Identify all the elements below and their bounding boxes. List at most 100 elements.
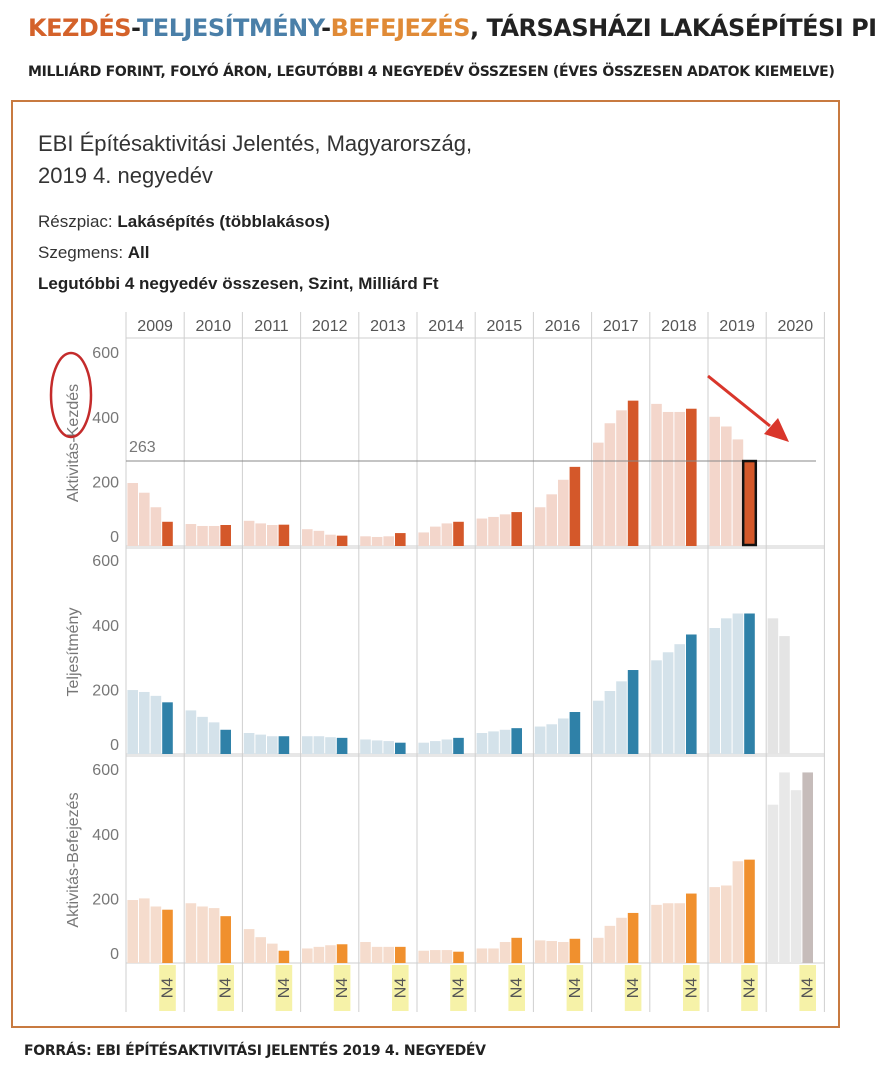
bar-Aktivitás-Befejezés-2015-q1 [476, 948, 488, 963]
y-tick-label: 0 [110, 529, 119, 546]
chart-title-line2: 2019 4. negyedév [38, 163, 213, 188]
bar-Aktivitás-Kezdés-2011-q1 [243, 520, 255, 546]
bar-Teljesítmény-2014-q3 [441, 739, 453, 754]
bar-Aktivitás-Kezdés-2013-q2 [371, 536, 383, 546]
chart-title-line1: EBI Építésaktivitási Jelentés, Magyarors… [38, 131, 473, 156]
year-label-2012: 2012 [312, 318, 348, 335]
highlight-box [741, 459, 758, 547]
quarter-highlight [159, 965, 176, 1011]
bar-Aktivitás-Befejezés-2014-q3 [441, 950, 453, 963]
year-label-2014: 2014 [428, 318, 464, 335]
bar-Aktivitás-Kezdés-2011-q2 [255, 523, 266, 546]
quarter-highlight [624, 965, 642, 1011]
bar-Teljesítmény-2013-q2 [371, 740, 383, 754]
bar-Teljesítmény-2015-q2 [488, 731, 499, 754]
y-axis-title: Teljesítmény [65, 608, 82, 697]
y-tick-label: 200 [92, 891, 119, 908]
quarter-highlight [450, 965, 467, 1011]
bar-Teljesítmény-2009-q1 [127, 690, 138, 754]
bar-Teljesítmény-2010-q2 [197, 716, 208, 754]
bar-Teljesítmény-2019-q3 [732, 613, 744, 754]
annotation-arrow [707, 374, 771, 428]
year-label-2009: 2009 [137, 318, 173, 335]
reszpiac-row: Részpiac: Lakásépítés (többlakásos) [38, 212, 330, 232]
bar-Aktivitás-Kezdés-2019-q2 [721, 426, 732, 546]
bar-Aktivitás-Befejezés-2014-q2 [430, 950, 441, 963]
bar-Aktivitás-Befejezés-2009-q2 [139, 898, 150, 963]
bar-Teljesítmény-2015-q3 [499, 729, 511, 754]
bar-Aktivitás-Kezdés-2016-q3 [558, 479, 569, 546]
bar-Teljesítmény-2010-q3 [208, 722, 220, 754]
bar-Aktivitás-Befejezés-2019-q3 [732, 861, 744, 963]
bar-Aktivitás-Kezdés-2010-q4 [220, 525, 231, 546]
bar-Aktivitás-Befejezés-2020-q4 [802, 772, 813, 963]
quarter-label: N4 [334, 978, 351, 999]
bar-Aktivitás-Befejezés-2014-q1 [418, 950, 429, 963]
bar-Teljesítmény-2017-q2 [604, 691, 616, 754]
bar-Aktivitás-Kezdés-2010-q2 [197, 525, 208, 546]
bar-Aktivitás-Befejezés-2009-q1 [127, 900, 138, 963]
bar-Aktivitás-Befejezés-2015-q2 [488, 948, 499, 963]
bar-Aktivitás-Kezdés-2019-q1 [709, 416, 720, 546]
year-label-2016: 2016 [545, 318, 581, 335]
year-label-2019: 2019 [719, 318, 755, 335]
annotation-ellipse [49, 351, 93, 439]
bar-Teljesítmény-2012-q4 [336, 737, 348, 754]
bar-Aktivitás-Befejezés-2013-q3 [383, 946, 394, 963]
bar-Teljesítmény-2016-q4 [569, 712, 581, 754]
bar-Teljesítmény-2020-q2 [779, 636, 790, 754]
bar-Aktivitás-Kezdés-2015-q2 [488, 516, 499, 546]
bar-Aktivitás-Befejezés-2012-q3 [325, 945, 336, 963]
quarter-highlight [683, 965, 700, 1011]
bar-Aktivitás-Kezdés-2009-q1 [127, 483, 138, 546]
bar-Aktivitás-Befejezés-2017-q1 [593, 937, 604, 963]
bar-Teljesítmény-2011-q4 [278, 736, 290, 754]
quarter-highlight [508, 965, 525, 1011]
szegmens-label: Szegmens: [38, 243, 128, 262]
bar-Teljesítmény-2016-q2 [546, 724, 557, 754]
bar-Aktivitás-Befejezés-2018-q3 [674, 903, 685, 963]
quarter-label: N4 [509, 978, 526, 999]
bar-Aktivitás-Kezdés-2012-q4 [336, 535, 348, 546]
bar-Teljesítmény-2015-q1 [476, 733, 488, 754]
bar-Teljesítmény-2014-q2 [430, 741, 441, 754]
bar-Teljesítmény-2014-q4 [453, 737, 464, 754]
bar-Aktivitás-Befejezés-2009-q3 [150, 906, 162, 963]
bar-Aktivitás-Befejezés-2019-q1 [709, 887, 720, 963]
bar-Aktivitás-Befejezés-2012-q1 [302, 948, 313, 963]
bar-Aktivitás-Kezdés-2011-q3 [267, 525, 278, 546]
y-tick-label: 600 [92, 762, 119, 779]
bar-Aktivitás-Befejezés-2016-q1 [534, 940, 546, 963]
bar-Aktivitás-Kezdés-2019-q3 [732, 439, 744, 546]
quarter-label: N4 [742, 978, 759, 999]
bar-Teljesítmény-2017-q4 [627, 670, 639, 754]
quarter-label: N4 [218, 978, 235, 999]
bar-Teljesítmény-2018-q3 [674, 644, 685, 754]
bar-Aktivitás-Befejezés-2012-q4 [336, 944, 348, 963]
bar-Aktivitás-Befejezés-2019-q4 [744, 859, 755, 963]
bar-Aktivitás-Kezdés-2016-q4 [569, 466, 581, 546]
y-tick-label: 200 [92, 682, 119, 699]
bar-Teljesítmény-2016-q3 [558, 718, 569, 754]
bar-Aktivitás-Befejezés-2020-q1 [767, 804, 779, 963]
reszpiac-value: Lakásépítés (többlakásos) [117, 212, 330, 231]
bar-Aktivitás-Kezdés-2017-q3 [616, 410, 627, 546]
y-tick-label: 400 [92, 410, 119, 427]
title-sep-1: - [131, 14, 137, 42]
quarter-highlight [392, 965, 409, 1011]
bar-Aktivitás-Kezdés-2015-q4 [511, 512, 522, 546]
y-tick-label: 400 [92, 618, 119, 635]
bar-Aktivitás-Kezdés-2012-q2 [313, 530, 325, 546]
bar-Teljesítmény-2018-q1 [651, 660, 662, 754]
bar-Aktivitás-Kezdés-2015-q3 [499, 514, 511, 546]
report-title: KEZDÉS-TELJESÍTMÉNY-BEFEJEZÉS, TÁRSASHÁZ… [28, 14, 876, 42]
bar-Aktivitás-Kezdés-2014-q1 [418, 532, 429, 546]
report-subtitle: MILLIÁRD FORINT, FOLYÓ ÁRON, LEGUTÓBBI 4… [28, 64, 835, 80]
reference-line-label: 263 [129, 439, 156, 456]
bar-Aktivitás-Kezdés-2016-q1 [534, 507, 546, 546]
bar-Aktivitás-Kezdés-2009-q4 [162, 521, 173, 546]
bar-Teljesítmény-2018-q4 [686, 634, 697, 754]
quarter-label: N4 [392, 978, 409, 999]
bar-Aktivitás-Kezdés-2017-q4 [627, 400, 639, 546]
quarter-label: N4 [683, 978, 700, 999]
